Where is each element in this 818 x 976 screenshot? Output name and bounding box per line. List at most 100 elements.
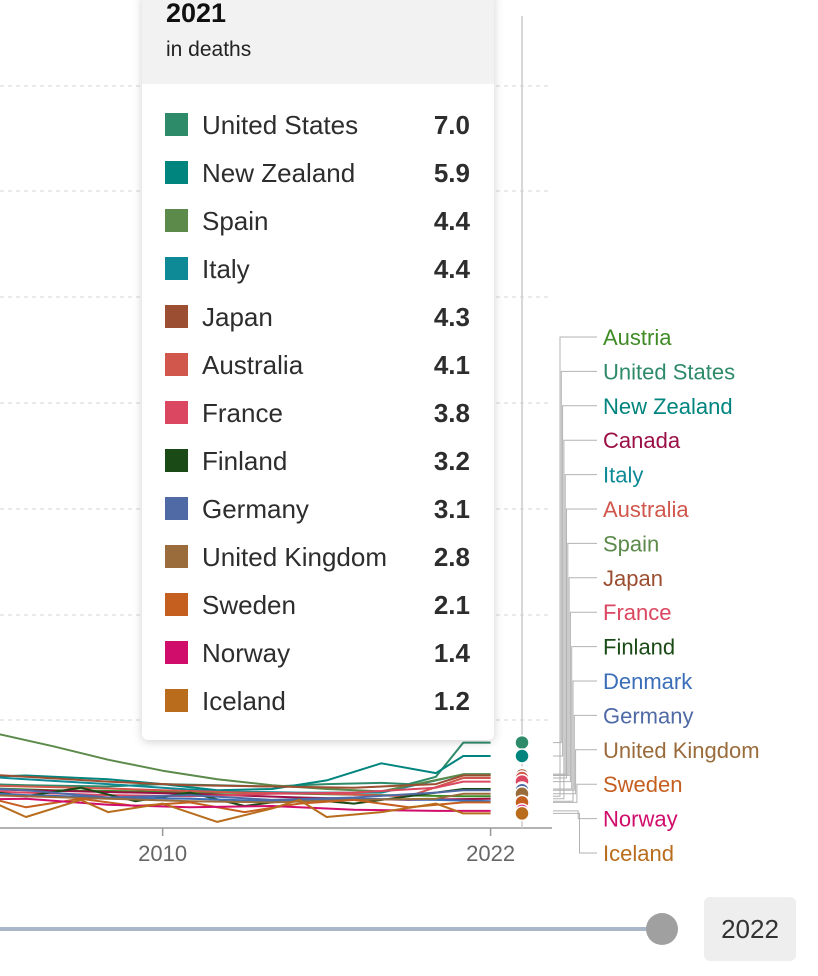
legend-connector-3 xyxy=(553,439,597,800)
marker-united-states xyxy=(514,734,530,751)
legend-label-canada[interactable]: Canada xyxy=(603,428,681,453)
tooltip-row: Norway 1.4 xyxy=(165,638,470,668)
legend-connector-9 xyxy=(553,646,597,790)
legend-label-iceland[interactable]: Iceland xyxy=(603,841,674,866)
tooltip-country-name: Sweden xyxy=(202,590,296,620)
legend-connector-13 xyxy=(553,783,597,803)
tooltip-row: United States 7.0 xyxy=(165,110,470,140)
legend-connector-14 xyxy=(553,810,597,820)
legend-connector-12 xyxy=(553,749,597,795)
legend-label-united-states[interactable]: United States xyxy=(603,359,735,384)
series-line-united-kingdom[interactable] xyxy=(0,791,491,804)
tooltip-row: Sweden 2.1 xyxy=(165,590,470,620)
series-line-australia[interactable] xyxy=(0,777,491,798)
legend-label-sweden[interactable]: Sweden xyxy=(603,772,683,797)
tooltip-header: 2021 in deaths xyxy=(142,0,494,84)
marker-new-zealand xyxy=(514,748,530,764)
tooltip-row: Finland 3.2 xyxy=(165,446,470,476)
tooltip: 2021 in deaths United States 7.0 New Zeala… xyxy=(142,0,494,740)
series-line-france[interactable] xyxy=(0,780,491,798)
tooltip-swatch xyxy=(165,113,188,136)
tooltip-country-name: Finland xyxy=(202,446,288,476)
legend-label-italy[interactable]: Italy xyxy=(603,463,643,488)
legend-label-france[interactable]: France xyxy=(603,600,671,625)
legend-label-finland[interactable]: Finland xyxy=(603,635,675,660)
tooltip-swatch xyxy=(165,545,188,568)
tooltip-value: 2.8 xyxy=(433,542,470,572)
tooltip-value: 4.4 xyxy=(433,254,470,284)
tooltip-row: Japan 4.3 xyxy=(165,302,470,332)
tooltip-country-name: Australia xyxy=(202,350,304,380)
tooltip-country-name: Italy xyxy=(202,254,250,284)
tooltip-swatch xyxy=(165,689,188,712)
tooltip-value: 4.3 xyxy=(433,302,470,332)
legend-connector-11 xyxy=(553,714,597,791)
tooltip-unit: in deaths xyxy=(166,38,252,61)
tooltip-swatch xyxy=(165,209,188,232)
legend-label-spain[interactable]: Spain xyxy=(603,531,659,556)
legend-label-germany[interactable]: Germany xyxy=(603,703,693,728)
series-line-iceland[interactable] xyxy=(0,793,491,823)
tooltip-row: New Zealand 5.9 xyxy=(165,158,470,188)
tooltip-country-name: United States xyxy=(202,110,359,140)
tooltip-row: Spain 4.4 xyxy=(165,206,470,236)
legend-label-new-zealand[interactable]: New Zealand xyxy=(603,394,733,419)
tooltip-row: Italy 4.4 xyxy=(165,254,470,284)
legend-connector-2 xyxy=(553,405,597,757)
tooltip-country-name: Japan xyxy=(202,302,273,332)
tooltip-swatch xyxy=(165,449,188,472)
legend-label-australia[interactable]: Australia xyxy=(603,497,689,522)
tooltip-country-name: Norway xyxy=(202,638,291,668)
tooltip-value: 3.2 xyxy=(433,446,470,476)
legend-connector-15 xyxy=(553,812,597,854)
legend-connector-0 xyxy=(553,336,597,797)
tooltip-row: France 3.8 xyxy=(165,398,470,428)
tooltip-row: United Kingdom 2.8 xyxy=(165,542,470,572)
series-line-finland[interactable] xyxy=(0,786,491,807)
tooltip-country-name: New Zealand xyxy=(202,158,356,188)
series-line-germany[interactable] xyxy=(0,780,491,801)
legend-connector-8 xyxy=(553,611,597,783)
timeline-year-badge[interactable]: 2022 xyxy=(704,897,796,961)
tooltip-swatch xyxy=(165,641,188,664)
tooltip-value: 3.8 xyxy=(433,398,470,428)
tooltip-swatch xyxy=(165,353,188,376)
tooltip-country-name: Germany xyxy=(202,494,309,524)
tooltip-value: 5.9 xyxy=(433,158,470,188)
x-tick-label-2022: 2022 xyxy=(466,841,515,866)
legend-label-japan[interactable]: Japan xyxy=(603,566,663,591)
tooltip-country-name: United Kingdom xyxy=(202,542,387,572)
legend-label-united-kingdom[interactable]: United Kingdom xyxy=(603,738,760,763)
legend-connector-7 xyxy=(553,577,597,776)
tooltip-year: 2021 xyxy=(166,0,227,28)
tooltip-row: Iceland 1.2 xyxy=(165,686,470,716)
tooltip-country-name: France xyxy=(202,398,283,428)
series-line-japan[interactable] xyxy=(0,768,491,789)
tooltip-country-name: Spain xyxy=(202,206,269,236)
marker-iceland xyxy=(514,805,530,822)
end-markers xyxy=(514,734,530,822)
tooltip-swatch xyxy=(165,305,188,328)
tooltip-value: 2.1 xyxy=(433,590,470,620)
tooltip-value: 3.1 xyxy=(433,494,470,524)
legend-label-norway[interactable]: Norway xyxy=(603,807,678,832)
tooltip-row: Australia 4.1 xyxy=(165,350,470,380)
timeline-handle[interactable] xyxy=(646,913,678,945)
legend-connector-5 xyxy=(553,508,597,779)
x-axis: 2010 2022 xyxy=(0,827,552,866)
legend-label-austria[interactable]: Austria xyxy=(603,325,672,350)
legend-connector-10 xyxy=(553,680,597,802)
legend-label-denmark[interactable]: Denmark xyxy=(603,669,693,694)
tooltip-value: 4.4 xyxy=(433,206,470,236)
tooltip-swatch xyxy=(165,401,188,424)
x-tick-label-2010: 2010 xyxy=(138,841,187,866)
series-line-norway[interactable] xyxy=(0,797,491,812)
tooltip-swatch xyxy=(165,161,188,184)
tooltip-value: 4.1 xyxy=(433,350,470,380)
tooltip-row: Germany 3.1 xyxy=(165,494,470,524)
timeline-track[interactable] xyxy=(0,927,662,931)
tooltip-swatch xyxy=(165,257,188,280)
tooltip-swatch xyxy=(165,593,188,616)
legend-connector-1 xyxy=(553,370,597,744)
